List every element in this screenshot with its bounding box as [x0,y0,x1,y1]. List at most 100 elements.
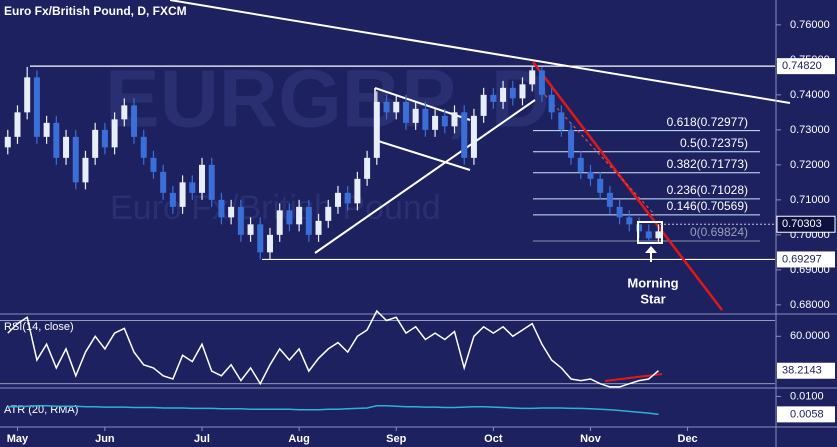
last-price-label: 0.70303 [782,218,822,230]
candle-body [63,136,70,158]
candle-body [606,192,613,207]
candle-body [383,101,390,113]
candle-body [315,220,322,235]
candle-body [218,199,225,218]
candle-body [53,122,60,158]
candle-body [296,206,303,225]
candle-body [237,206,244,235]
candle-body [179,182,186,207]
candle-body [111,119,118,148]
candle-body [276,210,283,235]
candle-body [645,231,652,239]
candle-body [432,115,439,130]
y-tick-label: 0.0100 [790,390,824,402]
candle-body [4,136,11,148]
trend-line [314,99,536,254]
candle-body [529,70,536,85]
arrow-head [645,246,657,253]
candle-body [92,129,99,158]
candle-body [24,77,31,113]
chart-title: Euro Fx/British Pound, D, FXCM [4,4,187,18]
candles [4,66,662,260]
x-tick-label: Sep [386,433,406,445]
watermark: Euro Fx/British Pound [110,189,441,227]
y-tick-label: 0.72000 [790,159,830,171]
candle-body [568,129,575,158]
candle-body [373,101,380,158]
candle-body [208,164,215,200]
candle-body [500,87,507,102]
price-tag-label: 0.69297 [782,253,822,265]
candle-body [189,182,196,193]
fib-label: 0.618(0.72977) [667,115,748,129]
candle-body [461,112,468,158]
fib-label: 0.382(0.71773) [667,157,748,171]
candle-body [626,217,633,225]
x-tick-label: Nov [580,433,602,445]
grid [30,65,775,261]
x-tick-label: Oct [484,433,503,445]
candle-body [519,84,526,99]
annotation: Morning [627,275,678,290]
candle-body [402,101,409,123]
candle-body [393,101,400,113]
candle-body [72,136,79,183]
x-tick-label: Aug [288,433,309,445]
candle-body [325,206,332,221]
candle-body [43,122,50,137]
y-tick-label: 60.0000 [790,330,830,342]
x-tick-label: Jun [95,433,115,445]
candle-body [140,136,147,158]
resistance-line [532,61,723,311]
y-tick-label: 0.71000 [790,194,830,206]
candle-body [257,224,264,253]
candle-body [364,157,371,179]
candle-body [422,108,429,130]
candle-body [169,192,176,207]
panel-title: RSI(14, close) [4,321,74,333]
candle-body [548,94,555,113]
candle-body [538,70,545,95]
x-tick-label: Dec [678,433,698,445]
candle-body [33,77,40,137]
candle-body [587,171,594,179]
fib-label: 0.236(0.71028) [667,183,748,197]
fib-label: 0(0.69824) [690,225,748,239]
candle-body [121,105,128,120]
candle-body [305,206,312,235]
price-tag [777,58,835,75]
candle-body [451,112,458,127]
x-tick-label: Jul [194,433,210,445]
candle-body [228,206,235,218]
y-tick-label: 0.74000 [790,89,830,101]
candle-body [247,224,254,235]
candle-body [160,171,167,193]
candle-body [655,231,662,239]
candle-body [558,112,565,130]
flag-line [374,139,471,171]
y-tick-label: 0.68000 [790,299,830,311]
pattern-box [637,221,663,244]
candle-body [150,157,157,172]
candle-body [470,115,477,158]
value-tag-label: 38.2143 [782,365,822,377]
candle-body [334,192,341,207]
candle-body [412,108,419,123]
candle-body [441,115,448,127]
trend-line [169,0,791,104]
candle-body [266,234,273,253]
candle-body [354,178,361,204]
rsi-line [7,309,659,388]
candle-body [480,94,487,116]
candle-body [82,157,89,183]
candle-body [101,129,108,148]
candle-body [199,164,206,193]
candle-body [131,105,138,137]
value-tag [777,362,835,379]
candle-body [14,112,21,137]
atr-line [7,405,659,416]
value-tag [777,406,835,423]
price-tag [777,251,835,268]
candle-body [344,192,351,204]
